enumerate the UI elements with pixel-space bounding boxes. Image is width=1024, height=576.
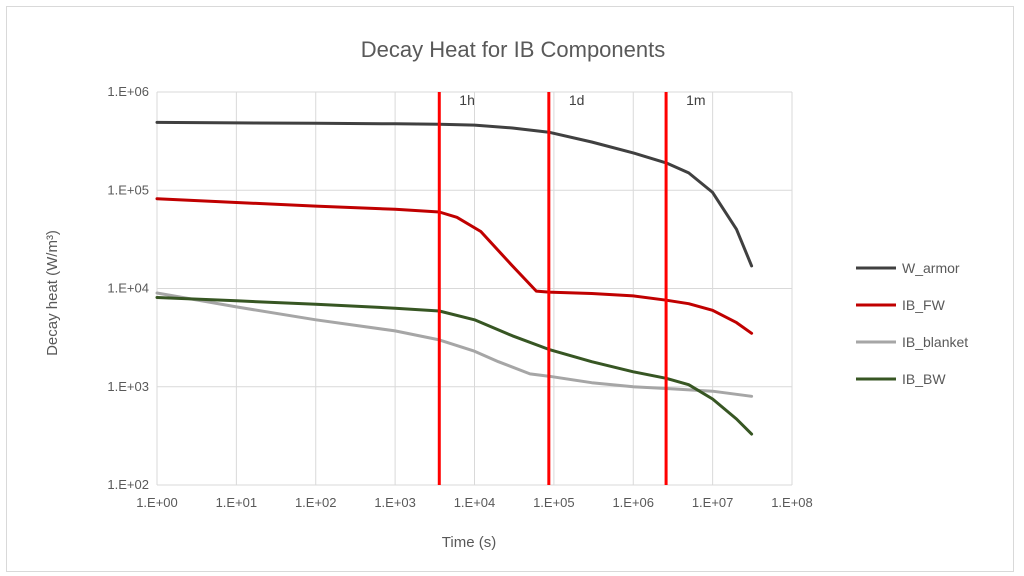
series-line-W_armor xyxy=(155,120,754,268)
legend-label: W_armor xyxy=(902,260,960,276)
time-marker-label: 1m xyxy=(686,92,705,108)
x-tick-label: 1.E+08 xyxy=(771,495,813,510)
series-lines xyxy=(155,120,754,436)
y-tick-label: 1.E+05 xyxy=(107,182,149,197)
y-tick-label: 1.E+06 xyxy=(107,84,149,99)
decay-heat-chart: Decay Heat for IB Components 1.E+021.E+0… xyxy=(44,37,968,551)
legend: W_armor IB_FW IB_blanket IB_BW xyxy=(856,260,968,387)
series-line-IB_blanket xyxy=(155,291,754,398)
time-marker-label: 1h xyxy=(459,92,475,108)
legend-label: IB_blanket xyxy=(902,334,968,350)
x-tick-label: 1.E+07 xyxy=(692,495,734,510)
x-axis-title: Time (s) xyxy=(442,534,496,551)
time-marker-label: 1d xyxy=(569,92,585,108)
chart-title: Decay Heat for IB Components xyxy=(361,37,665,62)
y-tick-label: 1.E+03 xyxy=(107,379,149,394)
y-axis-title: Decay heat (W/m³) xyxy=(44,230,61,356)
x-tick-label: 1.E+05 xyxy=(533,495,575,510)
x-tick-label: 1.E+04 xyxy=(454,495,496,510)
chart-frame: Decay Heat for IB Components 1.E+02 1.E+0… xyxy=(6,6,1014,572)
x-tick-label: 1.E+03 xyxy=(374,495,416,510)
axes: 1.E+02 1.E+03 1.E+04 1.E+05 1.E+06 1.E+00 1.E+… xyxy=(107,84,812,510)
x-tick-label: 1.E+02 xyxy=(295,495,337,510)
gridlines xyxy=(156,91,793,486)
x-tick-label: 1.E+01 xyxy=(216,495,258,510)
x-tick-label: 1.E+00 xyxy=(136,495,178,510)
legend-label: IB_FW xyxy=(902,297,946,313)
y-tick-label: 1.E+04 xyxy=(107,281,149,296)
time-markers: 1h 1d 1m xyxy=(437,92,706,485)
legend-label: IB_BW xyxy=(902,371,946,387)
x-tick-label: 1.E+06 xyxy=(612,495,654,510)
y-tick-label: 1.E+02 xyxy=(107,477,149,492)
series-line-IB_FW xyxy=(155,197,754,335)
series-line-IB_BW xyxy=(155,296,754,436)
